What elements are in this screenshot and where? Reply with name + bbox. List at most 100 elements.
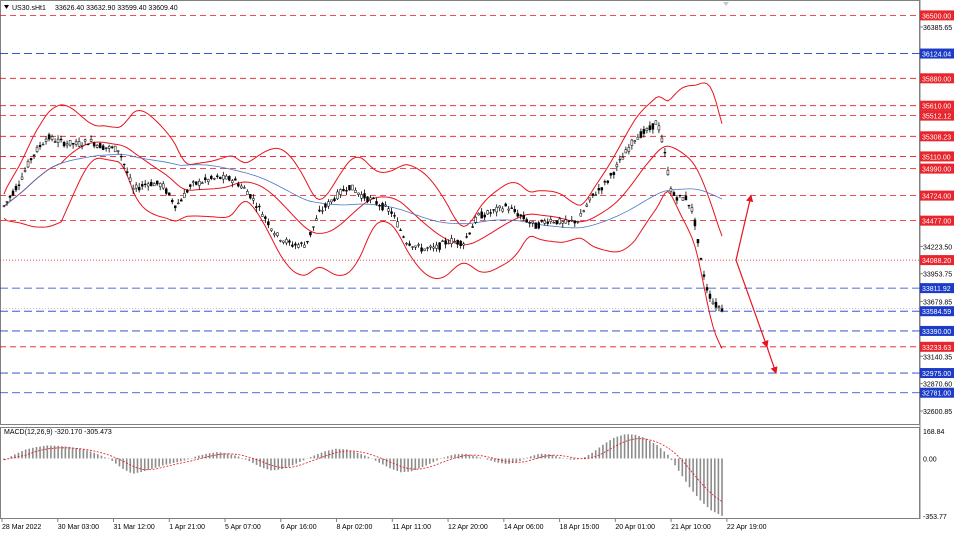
candle-body-234 [705, 287, 709, 291]
forecast-arrow-up [735, 194, 754, 261]
level-label-3: 35610.00 [922, 104, 951, 111]
collapse-triangle-icon[interactable] [4, 5, 9, 9]
candle-body-2 [8, 195, 12, 198]
candle-body-223 [672, 192, 676, 196]
level-label-5: 35308.23 [922, 134, 951, 141]
candle-body-238 [717, 306, 721, 308]
candle-body-174 [525, 219, 528, 223]
candle-body-149 [450, 238, 453, 244]
level-label-2: 35880.00 [922, 76, 951, 83]
candle-body-159 [480, 211, 483, 219]
candle-body-208 [627, 147, 631, 152]
candle-body-0 [2, 205, 6, 207]
candle-body-47 [143, 183, 147, 186]
candle-body-63 [192, 181, 195, 183]
candle-body-133 [402, 236, 405, 238]
candle-body-180 [543, 220, 547, 224]
candle-body-70 [213, 178, 216, 180]
candle-body-166 [501, 208, 504, 212]
level-label-bg-3 [920, 100, 954, 111]
candle-body-122 [369, 197, 372, 200]
candle-body-132 [399, 229, 402, 231]
candle-body-220 [663, 152, 667, 154]
candle-body-153 [462, 243, 465, 246]
candle-body-103 [312, 226, 315, 228]
candle-body-161 [486, 210, 489, 215]
candle-body-24 [74, 141, 78, 145]
level-label-bg-8 [920, 190, 954, 201]
candle-body-105 [318, 209, 321, 212]
candle-body-218 [657, 125, 661, 131]
candle-body-175 [528, 222, 531, 224]
candle-body-80 [243, 187, 246, 189]
candle-body-212 [639, 131, 643, 138]
candle-body-108 [327, 201, 330, 207]
candle-body-19 [59, 138, 63, 141]
candle-body-4 [14, 185, 18, 191]
candle-body-28 [86, 143, 90, 146]
candle-body-32 [98, 143, 102, 149]
candle-body-116 [351, 184, 354, 191]
candle-body-167 [504, 203, 507, 207]
candle-body-13 [41, 143, 45, 146]
candle-body-101 [306, 240, 309, 243]
level-label-bg-7 [920, 163, 954, 174]
level-label-bg-10 [920, 255, 954, 266]
candle-body-143 [432, 246, 435, 249]
candle-body-95 [288, 240, 291, 243]
candle-body-6 [20, 176, 24, 180]
level-label-bg-11 [920, 283, 954, 294]
macd-signal-line [3, 438, 723, 502]
candle-body-62 [189, 184, 192, 187]
candle-body-139 [420, 247, 423, 252]
candle-body-66 [201, 182, 204, 184]
candle-body-147 [444, 240, 447, 245]
candle-body-155 [468, 232, 471, 235]
candle-body-183 [552, 222, 556, 224]
candle-body-17 [53, 141, 57, 143]
candle-body-49 [149, 181, 153, 187]
candle-body-146 [441, 240, 444, 242]
candle-body-230 [693, 219, 697, 227]
time-tick-label-5: 6 Apr 16:00 [281, 524, 317, 531]
level-label-7: 34990.00 [922, 167, 951, 174]
candle-body-40 [122, 163, 126, 166]
candle-body-148 [447, 242, 450, 245]
candle-body-30 [92, 142, 96, 147]
candle-body-150 [453, 240, 456, 243]
candle-body-160 [483, 214, 486, 218]
level-label-bg-2 [920, 73, 954, 84]
price-tick-label-6: 32600.85 [923, 409, 952, 416]
macd-axis-labels: 168.84 0.00 -353.77 [923, 429, 947, 521]
forecast-arrow-down-2 [766, 346, 778, 375]
candle-body-178 [537, 222, 540, 229]
candle-body-130 [393, 215, 396, 217]
candle-body-88 [267, 221, 270, 226]
candle-body-65 [198, 180, 201, 186]
candle-body-127 [384, 204, 387, 207]
candle-body-176 [531, 221, 534, 224]
candle-body-22 [68, 139, 72, 146]
candle-body-224 [675, 197, 679, 201]
candle-body-106 [321, 210, 324, 212]
candle-body-192 [579, 213, 583, 217]
candle-body-75 [228, 176, 231, 181]
candle-body-100 [303, 244, 306, 248]
shift-marker-icon[interactable] [723, 2, 729, 6]
candle-body-216 [651, 123, 655, 130]
candle-body-193 [582, 210, 586, 213]
candle-body-112 [339, 189, 342, 195]
level-label-14: 33233.63 [922, 345, 951, 352]
candle-body-196 [591, 193, 595, 196]
price-tick-label-4: 33140.35 [923, 354, 952, 361]
time-tick-label-13: 22 Apr 19:00 [727, 524, 767, 531]
time-tick-label-8: 12 Apr 20:00 [448, 524, 488, 531]
moving-average [3, 153, 723, 229]
candle-body-173 [522, 214, 525, 220]
candle-body-152 [459, 240, 462, 247]
candle-body-37 [113, 145, 117, 153]
candle-body-99 [300, 242, 303, 244]
candle-body-162 [489, 212, 492, 214]
level-label-bg-5 [920, 131, 954, 142]
